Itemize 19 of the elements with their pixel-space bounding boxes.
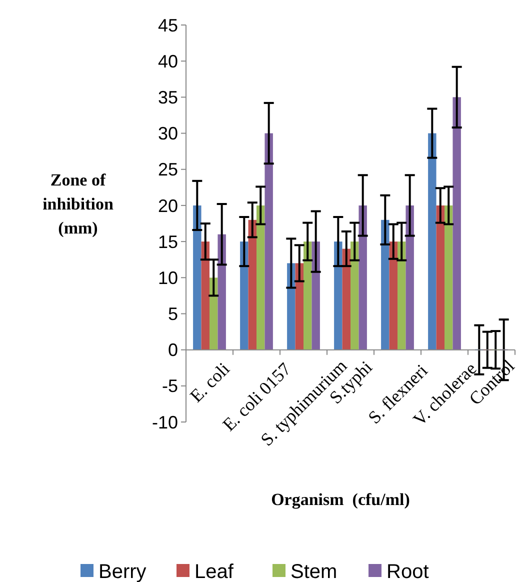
legend-label: Berry [98,561,146,582]
y-tick-label: 30 [158,124,178,144]
x-tick-label: E. coli [186,358,234,406]
y-tick-label: -5 [162,376,178,396]
y-axis-title: Zone of inhibition (mm) [42,170,114,238]
y-tick-label: 40 [158,51,178,72]
y-tick-label: 35 [158,87,178,108]
y-tick-label: 20 [158,196,178,216]
y-tick-label: 25 [158,160,178,180]
x-axis-title: Organism (cfu/ml) [271,490,410,509]
y-tick-label: 10 [158,268,178,288]
legend-label: Root [386,561,430,582]
y-tick-label: 5 [168,304,178,324]
legend-label: Leaf [194,561,234,582]
legend-label: Stem [290,561,338,582]
y-tick-label: 0 [168,340,178,360]
y-tick-label: 15 [158,232,178,252]
y-tick-label: 45 [158,15,178,36]
y-tick-label: -10 [152,412,178,432]
